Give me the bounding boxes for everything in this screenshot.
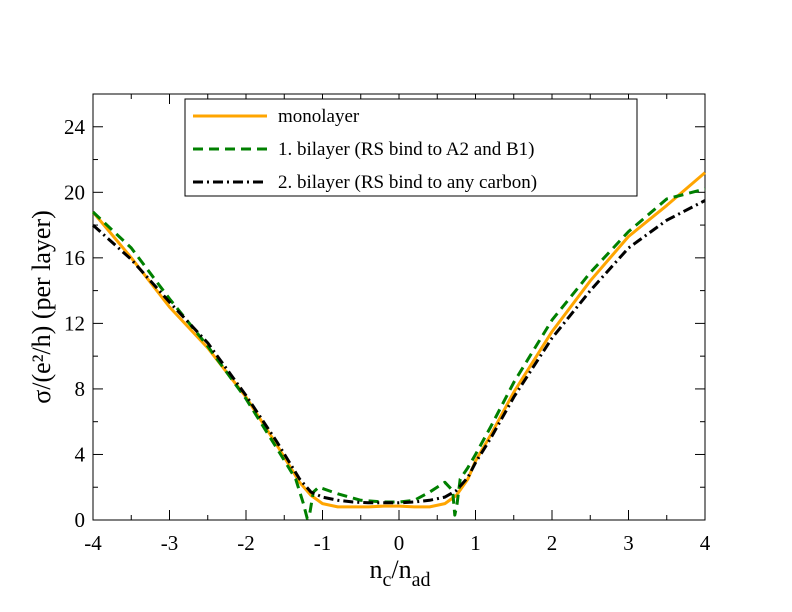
y-tick-label: 4 — [75, 442, 86, 466]
legend-label-1: monolayer — [278, 106, 360, 127]
series-line-2 — [91, 187, 706, 520]
x-tick-label: 0 — [394, 531, 405, 555]
x-axis-title: nc/nad — [369, 555, 430, 591]
y-axis-title: σ/(e²/h) (per layer) — [27, 210, 56, 404]
y-tick-label: 0 — [75, 508, 86, 532]
legend-label-3: 2. bilayer (RS bind to any carbon) — [278, 172, 537, 193]
legend: monolayer 1. bilayer (RS bind to A2 and B… — [184, 98, 638, 197]
x-tick-label: -2 — [237, 531, 255, 555]
legend-label-2: 1. bilayer (RS bind to A2 and B1) — [278, 139, 534, 160]
y-tick-label: 8 — [75, 377, 86, 401]
x-tick-label: 1 — [470, 531, 481, 555]
x-tick-label: 2 — [547, 531, 558, 555]
y-tick-label: 16 — [64, 246, 85, 270]
series-line-3 — [91, 199, 706, 505]
y-tick-label: 24 — [64, 115, 86, 139]
y-tick-label: 12 — [64, 311, 85, 335]
series-line-1 — [91, 171, 706, 509]
y-tick-label: 20 — [64, 180, 85, 204]
x-tick-label: 3 — [623, 531, 634, 555]
series-lines — [91, 171, 706, 520]
x-tick-label: -4 — [84, 531, 102, 555]
x-tick-label: -3 — [161, 531, 179, 555]
x-tick-label: 4 — [700, 531, 711, 555]
x-tick-label: -1 — [314, 531, 332, 555]
